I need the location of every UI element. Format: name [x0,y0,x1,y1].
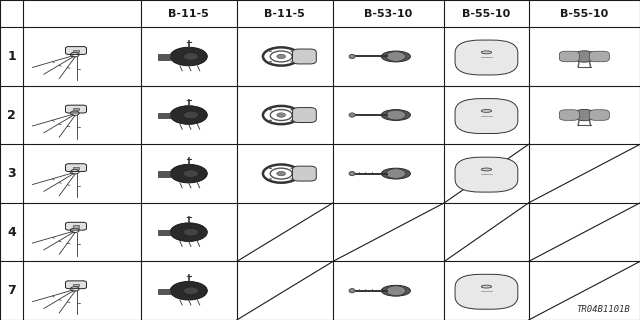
Text: B-55-10: B-55-10 [560,9,609,19]
FancyBboxPatch shape [292,108,316,123]
Circle shape [170,281,207,300]
Circle shape [291,61,293,62]
FancyBboxPatch shape [65,222,86,230]
Circle shape [170,106,207,124]
Circle shape [269,120,272,121]
Bar [158,289,170,294]
Text: 7: 7 [7,284,16,297]
Bar [73,284,79,286]
Circle shape [170,47,207,66]
Circle shape [269,61,272,62]
Circle shape [291,178,293,180]
Circle shape [277,172,285,176]
Ellipse shape [381,168,410,179]
Circle shape [291,109,293,110]
Circle shape [291,51,293,52]
FancyBboxPatch shape [65,164,86,172]
Bar [158,172,170,177]
Ellipse shape [481,168,492,171]
Circle shape [183,228,198,236]
Bar [73,225,79,228]
Ellipse shape [349,54,355,59]
FancyBboxPatch shape [455,40,518,75]
Text: 1: 1 [7,50,16,63]
FancyBboxPatch shape [455,99,518,133]
Circle shape [183,111,198,119]
Bar [73,108,79,110]
Circle shape [183,170,198,177]
Text: B-53-10: B-53-10 [364,9,413,19]
FancyBboxPatch shape [559,110,579,120]
Circle shape [573,51,596,62]
Circle shape [386,286,406,296]
Ellipse shape [481,51,492,54]
Circle shape [386,52,406,61]
Ellipse shape [481,109,492,112]
Circle shape [269,51,272,52]
Text: 3: 3 [8,167,16,180]
FancyBboxPatch shape [589,51,609,62]
Text: 2: 2 [7,108,16,122]
Circle shape [291,168,293,169]
Circle shape [269,178,272,180]
Circle shape [277,113,285,117]
Circle shape [183,287,198,294]
Circle shape [386,169,406,179]
Bar [158,54,170,60]
Text: TR04B1101B: TR04B1101B [577,305,630,314]
Text: 4: 4 [7,226,16,239]
FancyBboxPatch shape [455,274,518,309]
FancyBboxPatch shape [292,166,316,181]
Ellipse shape [481,285,492,288]
Text: B-55-10: B-55-10 [462,9,511,19]
FancyBboxPatch shape [455,157,518,192]
FancyBboxPatch shape [292,49,316,64]
Circle shape [291,120,293,121]
Bar [158,113,170,118]
Ellipse shape [349,113,355,117]
Circle shape [269,168,272,169]
Ellipse shape [381,109,410,121]
FancyBboxPatch shape [559,51,579,62]
Circle shape [183,53,198,60]
Circle shape [386,110,406,120]
Circle shape [170,164,207,183]
Circle shape [573,109,596,121]
Bar [73,50,79,52]
Ellipse shape [381,285,410,296]
Bar [158,230,170,236]
FancyBboxPatch shape [65,47,86,54]
Ellipse shape [381,51,410,62]
Circle shape [277,54,285,59]
FancyBboxPatch shape [65,105,86,113]
Circle shape [170,223,207,242]
FancyBboxPatch shape [589,110,609,120]
Circle shape [269,109,272,110]
Ellipse shape [349,172,355,176]
Bar [73,167,79,169]
FancyBboxPatch shape [65,281,86,289]
Text: B-11-5: B-11-5 [168,9,209,19]
Text: B-11-5: B-11-5 [264,9,305,19]
Ellipse shape [349,289,355,293]
